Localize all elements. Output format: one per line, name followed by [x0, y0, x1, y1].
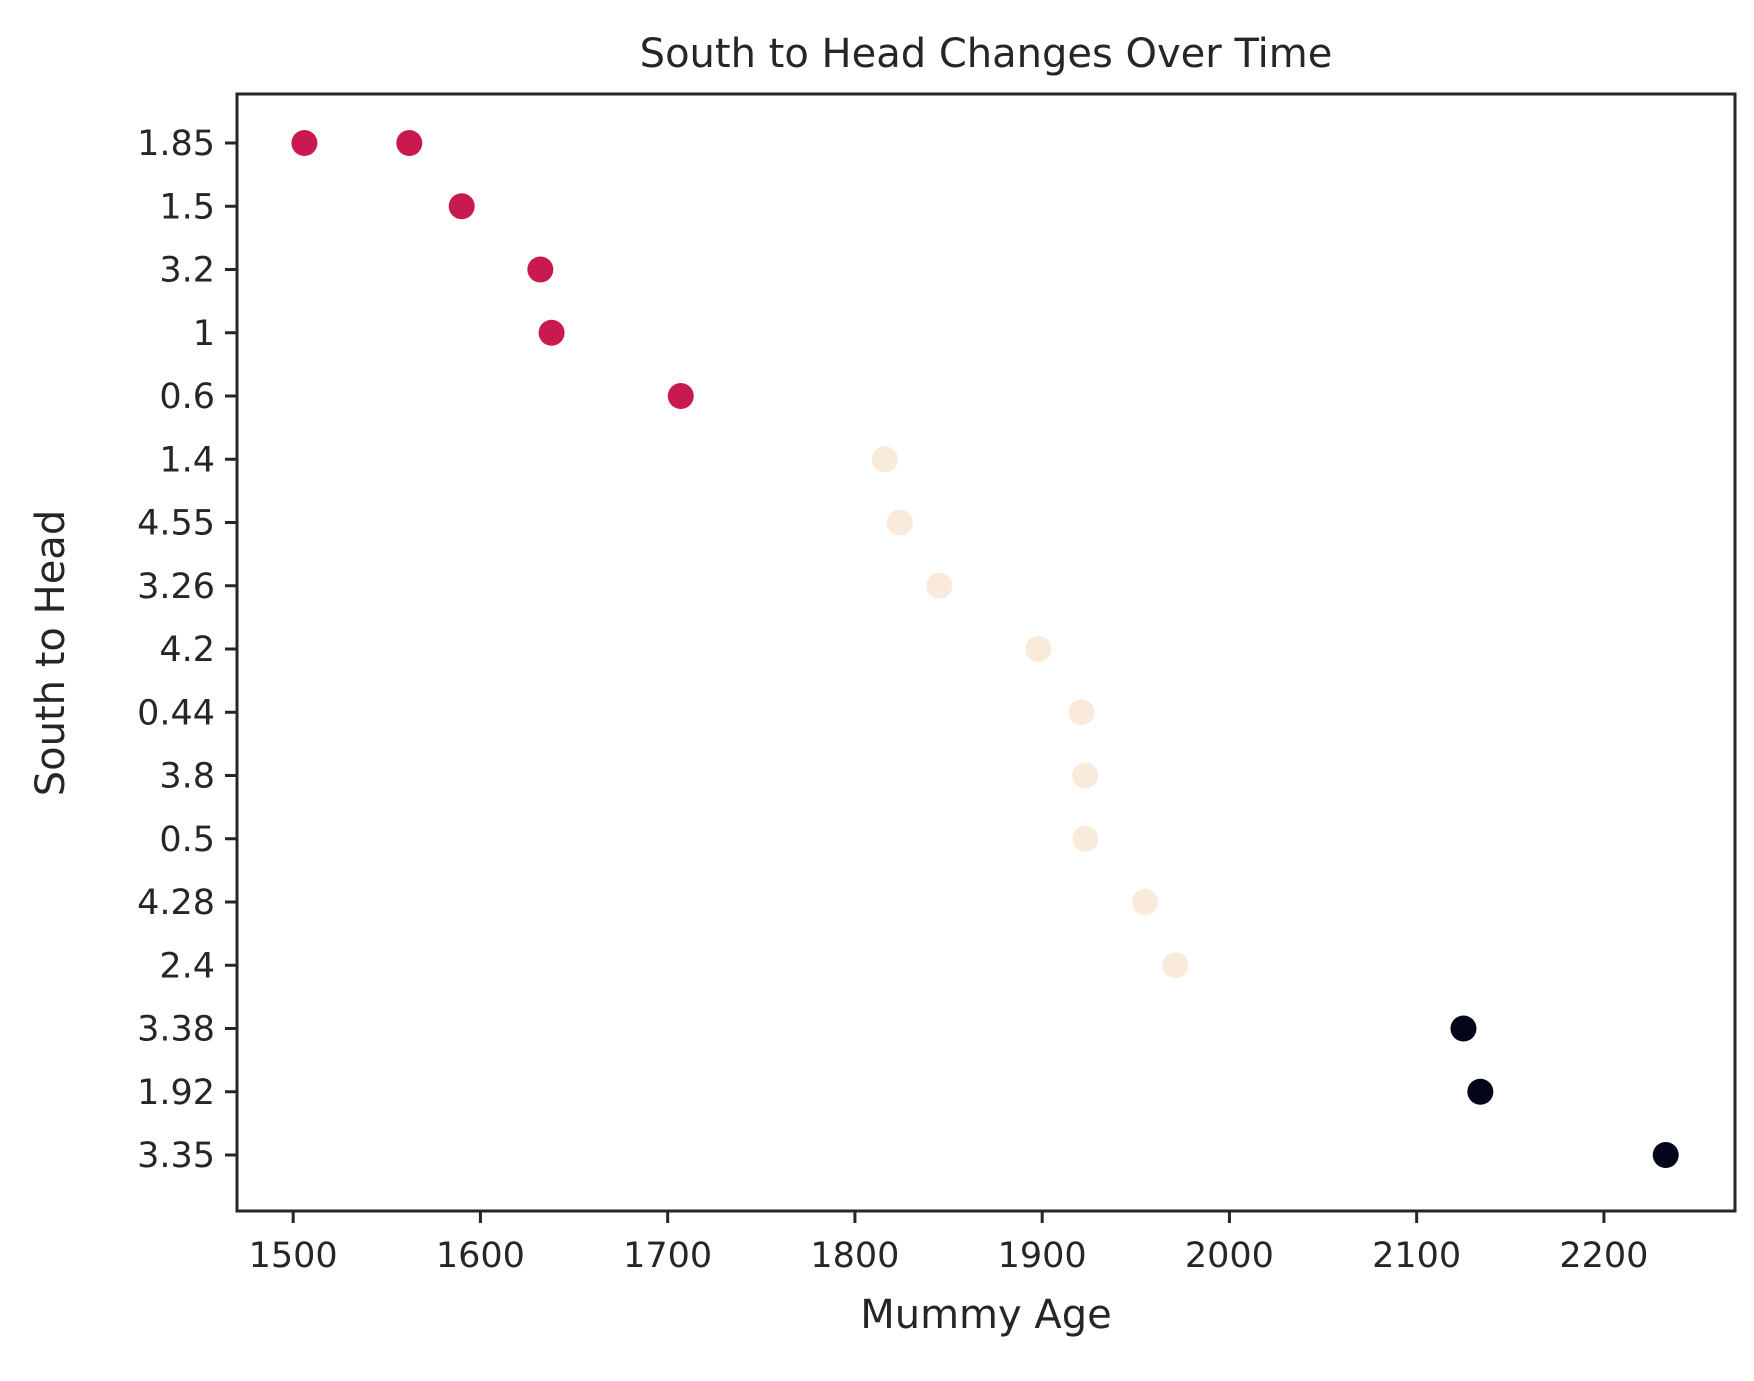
plot-frame: [235, 92, 1737, 1213]
data-point-12: [1072, 762, 1099, 789]
data-point-11: [1068, 699, 1095, 726]
data-point-7: [871, 446, 898, 473]
x-axis-label: Mummy Age: [860, 1292, 1112, 1338]
x-axis-ticks: 1500 1600 1700 1800 1900 2000 2100 2200: [249, 1211, 1648, 1276]
x-tick-label: 1500: [249, 1236, 338, 1276]
data-point-17: [1467, 1078, 1494, 1105]
y-tick-label: 3.26: [137, 567, 215, 607]
x-tick-label: 2000: [1185, 1236, 1274, 1276]
y-tick-label: 4.28: [137, 883, 215, 923]
y-tick-label: 4.55: [137, 504, 215, 544]
y-tick-label: 0.44: [137, 693, 215, 733]
x-tick-label: 2100: [1372, 1236, 1461, 1276]
y-tick-label: 2.4: [159, 946, 215, 986]
data-point-1: [291, 130, 318, 156]
data-point-2: [396, 130, 423, 156]
y-tick-label: 1.5: [159, 187, 215, 227]
chart-title: South to Head Changes Over Time: [640, 31, 1333, 77]
y-tick-label: 4.2: [159, 630, 215, 670]
x-tick-label: 1800: [810, 1236, 899, 1276]
data-point-14: [1132, 889, 1159, 915]
y-tick-label: 0.6: [159, 377, 215, 417]
data-point-4: [527, 256, 554, 283]
data-point-16: [1450, 1015, 1477, 1042]
data-point-6: [667, 383, 694, 409]
plot-marks: [291, 130, 1679, 1168]
y-axis-ticks: 1.85 1.5 3.2 1 0.6 1.4 4.55 3.26 4.2 0.44 3.8 0.5 4.…: [137, 124, 237, 1176]
y-tick-label: 0.5: [159, 820, 215, 860]
x-tick-label: 2200: [1559, 1236, 1648, 1276]
data-point-8: [886, 509, 913, 536]
data-point-15: [1162, 952, 1189, 979]
y-tick-label: 3.8: [159, 757, 215, 797]
y-axis-label: South to Head: [28, 510, 74, 796]
y-tick-label: 3.38: [137, 1010, 215, 1050]
data-point-10: [1025, 636, 1052, 662]
y-tick-label: 3.2: [159, 251, 215, 291]
x-tick-label: 1600: [436, 1236, 525, 1276]
data-point-9: [926, 572, 953, 599]
y-tick-label: 1.85: [137, 124, 215, 164]
x-tick-label: 1700: [623, 1236, 712, 1276]
y-tick-label: 1.4: [159, 440, 215, 480]
x-tick-label: 1900: [998, 1236, 1087, 1276]
data-point-13: [1072, 825, 1099, 852]
data-point-3: [448, 193, 475, 220]
y-tick-label: 1: [193, 314, 215, 354]
data-point-18: [1652, 1142, 1679, 1168]
y-tick-label: 1.92: [137, 1073, 215, 1113]
y-tick-label: 3.35: [137, 1136, 215, 1176]
data-point-5: [538, 319, 565, 346]
